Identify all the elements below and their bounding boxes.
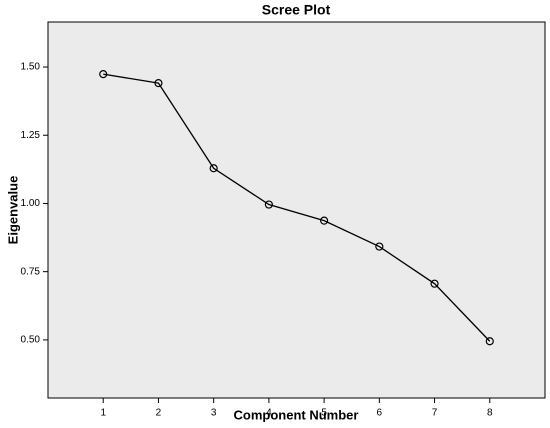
- y-tick-label: 0.50: [21, 335, 41, 346]
- point: [320, 216, 329, 225]
- y-tick-label: 1.00: [21, 198, 41, 209]
- chart-title: Scree Plot: [262, 2, 331, 18]
- y-tick-label: 1.25: [21, 130, 41, 141]
- x-axis-label: Component Number: [234, 407, 359, 422]
- x-tick-label: 1: [100, 408, 106, 419]
- point: [485, 337, 494, 346]
- point: [154, 79, 163, 88]
- point: [430, 279, 439, 288]
- x-tick-label: 8: [487, 408, 493, 419]
- point: [99, 70, 108, 79]
- y-tick-label: 1.50: [21, 62, 41, 73]
- y-tick-label: 0.75: [21, 266, 41, 277]
- point: [375, 242, 384, 251]
- x-tick-label: 5: [321, 408, 327, 419]
- plot-area: [47, 21, 546, 399]
- y-axis-label: Eigenvalue: [5, 176, 20, 245]
- x-tick-label: 2: [156, 408, 162, 419]
- x-tick-label: 4: [266, 408, 272, 419]
- x-tick-label: 7: [432, 408, 438, 419]
- point: [264, 200, 273, 209]
- x-tick-label: 3: [211, 408, 217, 419]
- series-line: [103, 73, 491, 342]
- point: [209, 164, 218, 173]
- x-tick-label: 6: [377, 408, 383, 419]
